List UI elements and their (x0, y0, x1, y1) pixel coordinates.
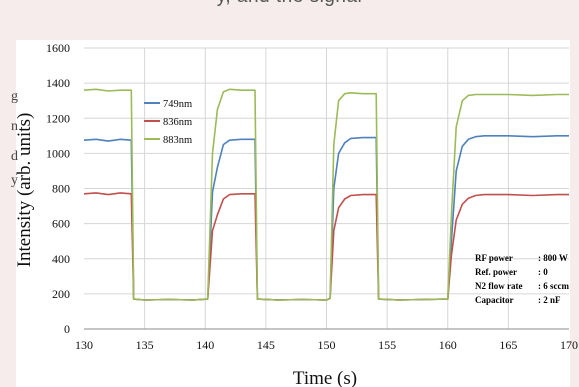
x-tick-label: 135 (136, 338, 154, 352)
x-tick-label: 170 (560, 338, 578, 352)
y-tick-label: 800 (52, 182, 70, 196)
series-lines (83, 88, 569, 301)
caption-band: y, and the signal (0, 0, 579, 40)
left-fragment: n (11, 119, 18, 134)
annotation-label: Capacitor (475, 295, 514, 305)
x-tick-label: 155 (378, 338, 396, 352)
legend-label: 749nm (163, 99, 192, 110)
annotation-value: : 6 sccm (538, 281, 569, 291)
x-axis-title: Time (s) (293, 368, 357, 387)
series-line-883nm (83, 88, 569, 301)
axes: 0 200 400 600 800 1000 1200 1400 1600 130 135 140 14… (46, 41, 578, 352)
y-tick-label: 1400 (46, 76, 70, 90)
y-axis-title: Intensity (arb. units) (14, 113, 35, 268)
y-tick-label: 1200 (46, 111, 70, 125)
annotation-label: Ref. power (475, 267, 517, 277)
left-fragment: d (11, 149, 18, 164)
x-tick-label: 140 (196, 338, 214, 352)
y-tick-label: 1600 (46, 41, 70, 55)
y-tick-label: 0 (64, 322, 70, 336)
annotation-value: : 2 nF (538, 295, 561, 305)
annotation-label: RF power (475, 253, 513, 263)
annotation-value: : 800 W (538, 253, 568, 263)
x-tick-label: 165 (499, 338, 517, 352)
y-tick-label: 400 (52, 252, 70, 266)
y-tick-label: 1000 (46, 146, 70, 160)
y-tick-label: 600 (52, 217, 70, 231)
x-tick-label: 130 (75, 338, 93, 352)
annotation-value: : 0 (538, 267, 548, 277)
chart-background (16, 40, 570, 387)
x-tick-label: 160 (439, 338, 457, 352)
left-fragment: g (11, 89, 18, 104)
x-tick-label: 145 (257, 338, 275, 352)
annotation-box: RF power : 800 W Ref. power : 0 N2 flow rate… (475, 253, 569, 305)
right-margin-band (570, 40, 579, 387)
left-margin-band (0, 40, 16, 387)
x-tick-label: 150 (318, 338, 336, 352)
legend-label: 883nm (163, 135, 192, 146)
caption-fragment: y, and the signal (0, 0, 579, 8)
y-tick-label: 200 (52, 287, 70, 301)
left-fragment: y (11, 173, 18, 188)
legend: 749nm 836nm 883nm (144, 99, 192, 146)
legend-label: 836nm (163, 117, 192, 128)
annotation-label: N2 flow rate (475, 281, 522, 291)
